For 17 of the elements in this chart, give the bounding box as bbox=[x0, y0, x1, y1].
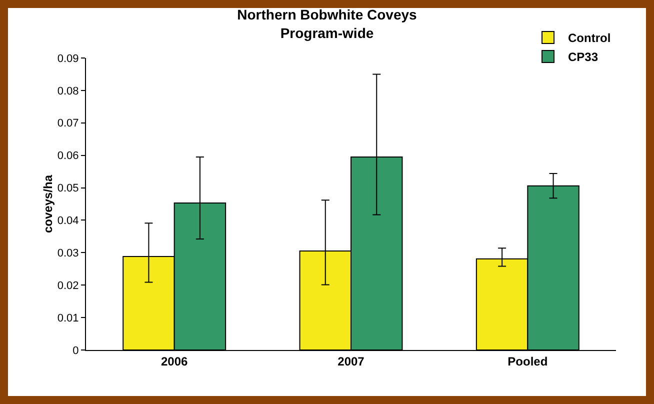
y-axis-title: coveys/ha bbox=[41, 174, 55, 234]
y-tick-label: 0 bbox=[72, 344, 79, 357]
x-tick-label: Pooled bbox=[508, 354, 548, 368]
chart-title: Northern Bobwhite Coveys Program-wide bbox=[237, 6, 418, 41]
legend-label: Control bbox=[568, 31, 611, 46]
y-tick-label: 0.09 bbox=[57, 52, 79, 65]
y-tick-label: 0.05 bbox=[57, 182, 79, 195]
x-tick-label: 2007 bbox=[338, 354, 365, 368]
legend-label: CP33 bbox=[568, 50, 598, 64]
y-tick-label: 0.04 bbox=[57, 215, 79, 228]
x-tick-label: 2006 bbox=[160, 354, 188, 368]
y-tick-label: 0.01 bbox=[57, 312, 79, 324]
y-tick-label: 0.08 bbox=[57, 85, 79, 98]
y-tick-label: 0.03 bbox=[57, 248, 79, 260]
y-tick-label: 0.06 bbox=[57, 150, 79, 162]
y-tick-label: 0.07 bbox=[57, 118, 79, 130]
y-tick-label: 0.02 bbox=[57, 280, 79, 292]
